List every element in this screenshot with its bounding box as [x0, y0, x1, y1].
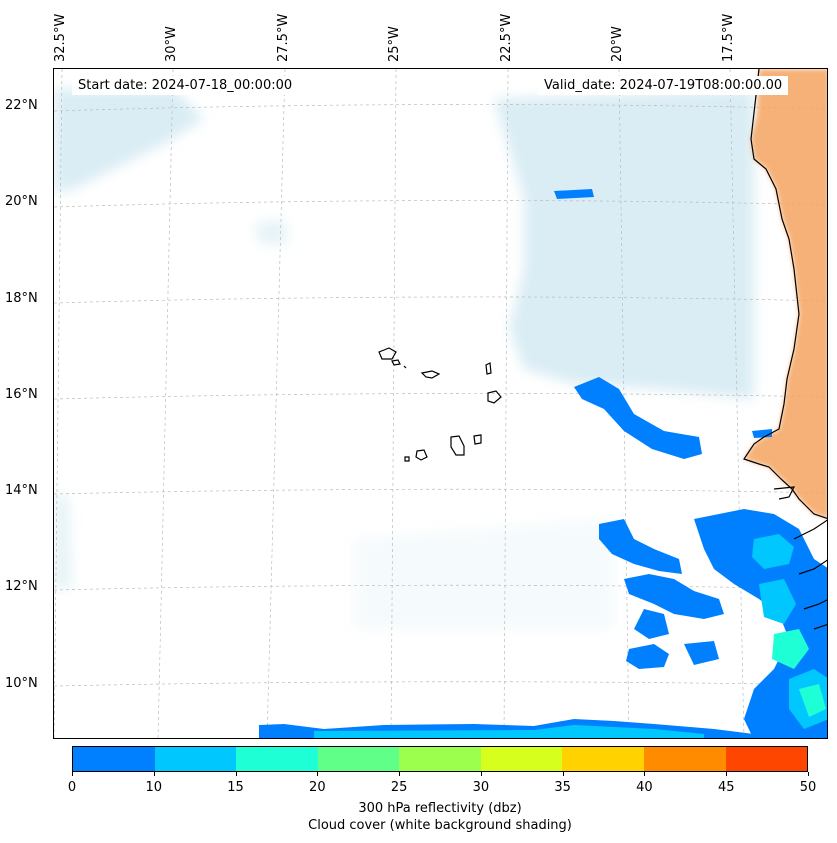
colorbar-tick-label-2: 15 — [227, 780, 244, 795]
cape-verde-sao-vicente — [391, 359, 401, 366]
cape-verde-boa-vista — [487, 390, 502, 404]
colorbar-tick-7 — [644, 772, 646, 776]
colorbar-segment-2 — [236, 747, 318, 771]
cape-verde-brava — [404, 456, 410, 462]
lon-label-20w: 20°W — [610, 26, 625, 62]
colorbar-segment-4 — [399, 747, 481, 771]
colorbar-tick-label-6: 35 — [554, 780, 571, 795]
gambia-inlet — [773, 486, 796, 500]
reflectivity-core-12n — [759, 579, 796, 624]
cloud-patch-south-haze — [354, 519, 614, 629]
colorbar-tick-label-1: 10 — [145, 780, 163, 795]
cape-verde-santa-luzia — [403, 365, 407, 369]
colorbar-tick-label-8: 45 — [717, 780, 735, 795]
colorbar-tick-4 — [399, 772, 401, 776]
reflectivity-blob-12n-2 — [624, 574, 724, 619]
africa-coastline — [743, 69, 827, 519]
colorbar-segment-3 — [317, 747, 400, 771]
lat-label-16n: 16°N — [5, 387, 38, 402]
colorbar-tick-1 — [153, 772, 155, 776]
lat-label-10n: 10°N — [5, 676, 38, 691]
colorbar-tick-3 — [317, 772, 319, 776]
colorbar-segment-0 — [73, 747, 155, 771]
cape-verde-sao-nicolau — [420, 370, 441, 379]
lat-label-12n: 12°N — [5, 579, 38, 594]
colorbar-tick-label-4: 25 — [390, 780, 408, 795]
reflectivity-blob-12n-1 — [599, 519, 682, 574]
lat-label-20n: 20°N — [5, 194, 38, 209]
colorbar-sublabel: Cloud cover (white background shading) — [308, 818, 572, 833]
colorbar-segment-5 — [480, 747, 563, 771]
reflectivity-blob-band-16n — [574, 377, 702, 459]
africa-land — [744, 69, 827, 519]
start-date-label: Start date: 2024-07-18_00:00:00 — [72, 76, 299, 95]
colorbar-tick-9 — [808, 772, 809, 776]
colorbar-tick-label-9: 50 — [799, 780, 817, 795]
cape-verde-sal — [485, 362, 492, 375]
colorbar-tick-label-7: 40 — [636, 780, 653, 795]
colorbar-segment-1 — [154, 747, 237, 771]
lat-label-18n: 18°N — [5, 291, 38, 306]
reflectivity-blob-north — [554, 189, 594, 199]
colorbar-tick-0 — [72, 772, 73, 776]
cape-verde-maio — [473, 434, 482, 445]
reflectivity-blob-east-small — [752, 429, 772, 438]
cape-verde-santo-antao — [378, 347, 397, 360]
cloud-patch-west-edge — [54, 489, 72, 589]
cape-verde-fogo — [415, 449, 428, 461]
reflectivity-blob-10n — [626, 644, 669, 669]
lon-label-30w: 30°W — [164, 26, 179, 62]
lon-label-27.5w: 27.5°W — [276, 13, 291, 62]
reflectivity-layer — [259, 189, 827, 738]
colorbar-tick-2 — [235, 772, 237, 776]
reflectivity-blob-10n-east — [684, 641, 719, 665]
colorbar-segment-8 — [725, 747, 808, 771]
colorbar-tick-label-5: 30 — [472, 780, 490, 795]
cloud-patch-northeast — [494, 89, 754, 399]
lat-label-22n: 22°N — [5, 98, 38, 113]
lat-label-14n: 14°N — [5, 483, 38, 498]
colorbar-label: 300 hPa reflectivity (dbz) — [358, 801, 522, 816]
colorbar-tick-8 — [726, 772, 728, 776]
cloud-patch-small — [254, 219, 289, 244]
reflectivity-blob-11n — [634, 609, 669, 639]
colorbar-tick-5 — [480, 772, 482, 776]
cloud-cover-shading — [54, 89, 754, 629]
colorbar — [72, 746, 808, 772]
guinea-coast — [793, 519, 827, 630]
reflectivity-core-10n-inner — [799, 684, 826, 717]
map-panel — [53, 68, 828, 739]
coastlines — [378, 69, 827, 630]
colorbar-segment-7 — [643, 747, 726, 771]
lon-label-25w: 25°W — [387, 26, 402, 62]
valid-date-label: Valid_date: 2024-07-19T08:00:00.00 — [538, 76, 789, 95]
map-canvas — [54, 69, 827, 738]
lon-label-32.5w: 32.5°W — [53, 13, 68, 62]
cape-verde-santiago — [450, 435, 465, 456]
colorbar-segment-6 — [562, 747, 644, 771]
cloud-patch-northwest — [54, 89, 204, 194]
lon-label-17.5w: 17.5°W — [721, 13, 736, 62]
colorbar-tick-6 — [562, 772, 564, 776]
reflectivity-core-13n — [752, 534, 794, 569]
colorbar-tick-label-3: 20 — [309, 780, 326, 795]
colorbar-tick-label-0: 0 — [67, 780, 77, 795]
reflectivity-band-south-core — [314, 725, 704, 738]
lon-label-22.5w: 22.5°W — [499, 13, 514, 62]
map-gridlines — [54, 69, 827, 738]
reflectivity-core-11n — [772, 629, 809, 669]
